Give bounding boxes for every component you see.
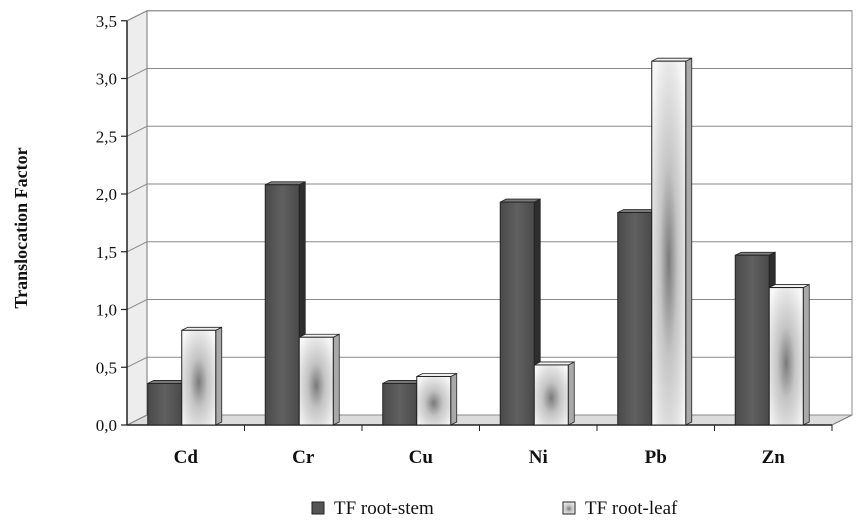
bar-front xyxy=(499,201,535,426)
gridline xyxy=(126,68,852,79)
bar-root-stem xyxy=(499,198,541,426)
bar-front xyxy=(533,364,569,426)
bar-front xyxy=(298,336,334,426)
bar-front xyxy=(651,60,687,426)
legend-label: TF root-leaf xyxy=(585,498,678,519)
bar-root-stem xyxy=(264,181,306,426)
bar-front xyxy=(734,254,770,426)
gridline xyxy=(126,299,852,310)
bar-side xyxy=(450,372,458,426)
axes xyxy=(121,20,833,431)
category-label: Cr xyxy=(292,447,315,468)
category-label: Cd xyxy=(174,447,199,468)
y-tick-label: 3,0 xyxy=(96,70,117,89)
y-tick-label: 0,5 xyxy=(96,358,117,377)
bar-root-leaf xyxy=(298,333,340,426)
legend-label: TF root-stem xyxy=(334,498,434,519)
legend-swatch xyxy=(311,501,325,515)
y-tick-label: 1,5 xyxy=(96,243,117,262)
bar-side xyxy=(567,361,575,426)
bar-front xyxy=(147,382,183,426)
category-label: Cu xyxy=(409,447,434,468)
bar-front xyxy=(768,287,804,426)
category-labels: Cd Cr Cu Ni Pb Zn xyxy=(174,447,786,468)
bar-side xyxy=(685,57,693,426)
legend-swatch xyxy=(562,501,576,515)
bar-root-leaf xyxy=(651,57,693,426)
y-axis-title: Translocation Factor xyxy=(11,147,31,308)
y-tick-label: 3,5 xyxy=(96,12,117,31)
bar-front xyxy=(264,184,300,426)
bar-front xyxy=(181,329,217,426)
category-label: Ni xyxy=(529,447,548,468)
bar-front xyxy=(617,211,653,426)
gridline xyxy=(126,125,852,137)
category-label: Pb xyxy=(645,447,667,468)
gridline xyxy=(126,183,852,195)
bar-side xyxy=(802,283,810,426)
bar-side xyxy=(332,333,340,426)
bar-front xyxy=(382,382,418,426)
bar-side xyxy=(215,326,223,426)
bar-root-leaf xyxy=(768,283,810,426)
bar-root-leaf xyxy=(533,361,575,426)
side-wall xyxy=(126,9,148,426)
bars xyxy=(147,57,810,426)
gridline xyxy=(126,414,852,426)
legend-item: TF root-stem xyxy=(311,498,434,519)
bar-root-leaf xyxy=(181,326,223,426)
y-tick-label: 0,0 xyxy=(96,416,117,435)
bar-front xyxy=(416,375,452,426)
bar-root-leaf xyxy=(416,372,458,426)
y-tick-label: 1,0 xyxy=(96,301,117,320)
gridline xyxy=(126,356,852,368)
category-label: Zn xyxy=(762,447,786,468)
gridline xyxy=(126,10,852,22)
legend: TF root-stem TF root-leaf xyxy=(311,498,678,519)
y-tick-label: 2,0 xyxy=(96,185,117,204)
legend-item: TF root-leaf xyxy=(562,498,678,519)
y-tick-labels: 0,0 0,5 1,0 1,5 2,0 2,5 3,0 3,5 xyxy=(96,12,117,435)
gridlines xyxy=(126,10,852,426)
gridline xyxy=(126,241,852,253)
y-tick-label: 2,5 xyxy=(96,127,117,146)
